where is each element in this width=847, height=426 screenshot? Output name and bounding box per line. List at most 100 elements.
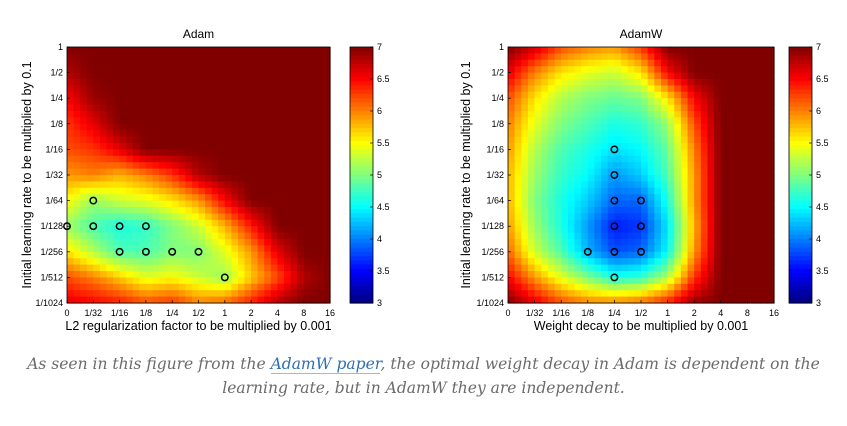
heat-cell [561, 245, 569, 253]
heat-cell [667, 283, 675, 291]
heat-cell [547, 239, 556, 246]
heat-cell [93, 66, 101, 74]
heat-cell [145, 111, 154, 118]
heat-cell [660, 187, 669, 195]
heat-cell [172, 283, 180, 291]
heat-cell [152, 283, 160, 291]
heat-cell [767, 85, 775, 93]
heat-cell [67, 226, 75, 234]
heat-cell [270, 91, 278, 99]
heat-cell [614, 239, 622, 246]
heat-cell [218, 258, 226, 266]
heat-cell [654, 79, 662, 86]
heat-cell [159, 239, 167, 246]
colorbar-band [350, 281, 373, 287]
heat-cell [667, 72, 675, 80]
colorbar-band [789, 89, 812, 95]
heat-cell [660, 66, 669, 74]
heat-cell [541, 47, 549, 54]
heat-cell [224, 155, 232, 163]
heat-cell [211, 143, 219, 150]
heat-cell [126, 245, 134, 253]
heat-cell [283, 59, 292, 67]
heat-cell [191, 47, 200, 54]
heat-cell [634, 143, 642, 150]
heat-cell [224, 290, 232, 298]
heat-cell [73, 66, 81, 74]
caption-text-before: As seen in this figure from the [27, 355, 271, 373]
heat-cell [508, 283, 516, 291]
heat-cell [211, 181, 219, 189]
heat-cell [654, 53, 662, 61]
heat-cell [567, 79, 576, 86]
heat-cell [674, 232, 682, 240]
heat-cell [139, 85, 147, 93]
heat-cell [687, 66, 695, 74]
heat-cell [231, 200, 239, 208]
heat-cell [754, 143, 762, 150]
heat-cell [621, 232, 629, 240]
heat-cell [178, 245, 186, 253]
heat-cell [86, 149, 94, 157]
heat-cell [527, 85, 536, 93]
heat-cell [561, 79, 569, 86]
heat-cell [178, 98, 186, 106]
heat-cell [594, 194, 602, 202]
heat-cell [674, 258, 682, 266]
heat-cell [185, 53, 193, 61]
heat-cell [660, 283, 669, 291]
heat-cell [198, 111, 206, 118]
adamw-paper-link[interactable]: AdamW paper [270, 355, 381, 374]
heat-cell [754, 187, 762, 195]
heat-cell [654, 258, 662, 266]
heat-cell [283, 53, 292, 61]
heat-cell [594, 239, 602, 246]
heat-cell [80, 72, 88, 80]
colorbar-band [789, 196, 812, 202]
heat-cell [290, 59, 298, 67]
heat-cell [132, 258, 140, 266]
heat-cell [67, 251, 75, 259]
heat-cell [270, 104, 278, 112]
heat-cell [99, 258, 108, 266]
heat-cell [132, 149, 140, 157]
heat-cell [720, 271, 729, 278]
heat-cell [277, 66, 285, 74]
heat-cell [581, 155, 589, 163]
heat-cell [191, 232, 200, 240]
heat-cell [554, 66, 562, 74]
colorbar-tick-label: 5.5 [377, 138, 390, 148]
heat-cell [594, 175, 602, 182]
heat-cell [106, 117, 114, 125]
heat-cell [73, 219, 81, 227]
heat-cell [80, 264, 88, 272]
heat-cell [198, 271, 206, 278]
heat-cell [581, 91, 589, 99]
heat-cell [297, 271, 305, 278]
heat-cell [740, 98, 748, 106]
heat-cell [707, 219, 715, 227]
heat-cell [270, 271, 278, 278]
heat-cell [93, 187, 101, 195]
heat-cell [73, 207, 81, 214]
heat-cell [534, 79, 542, 86]
heat-cell [734, 207, 742, 214]
heat-cell [694, 149, 702, 157]
heat-cell [297, 200, 305, 208]
heat-cell [172, 104, 180, 112]
heat-cell [727, 59, 735, 67]
heat-cell [218, 91, 226, 99]
heat-cell [707, 213, 715, 221]
heat-cell [139, 59, 147, 67]
optimum-marker [637, 247, 645, 256]
heat-cell [760, 264, 768, 272]
heat-cell [73, 264, 81, 272]
heat-cell [224, 226, 232, 234]
heat-cell [521, 117, 529, 125]
heat-cell [521, 91, 529, 99]
heat-cell [198, 264, 206, 272]
y-tick-label: 1/1024 [476, 298, 504, 308]
heat-cell [211, 232, 219, 240]
heat-cell [740, 85, 748, 93]
heat-cell [145, 85, 154, 93]
